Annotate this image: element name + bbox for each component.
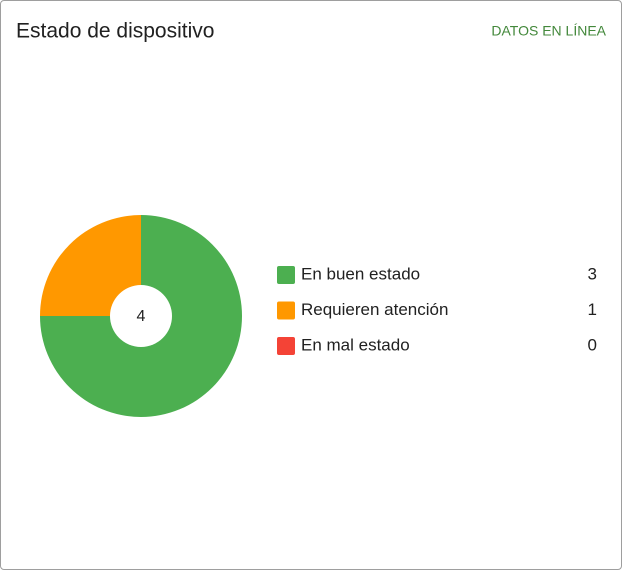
legend-value: 1 <box>588 300 597 319</box>
legend-label: Requieren atención <box>301 300 448 319</box>
legend-label: En buen estado <box>301 264 420 283</box>
legend-swatch <box>277 266 295 284</box>
online-data-link[interactable]: DATOS EN LÍNEA <box>491 23 606 39</box>
center-label: 4 <box>137 308 146 325</box>
card-title: Estado de dispositivo <box>16 20 214 43</box>
pie-slice <box>40 215 141 316</box>
legend-swatch <box>277 337 295 355</box>
legend-value: 3 <box>588 264 597 283</box>
donut-hole <box>110 285 172 347</box>
legend-label: En mal estado <box>301 335 410 354</box>
legend-swatch <box>277 301 295 320</box>
legend-value: 0 <box>588 335 597 354</box>
